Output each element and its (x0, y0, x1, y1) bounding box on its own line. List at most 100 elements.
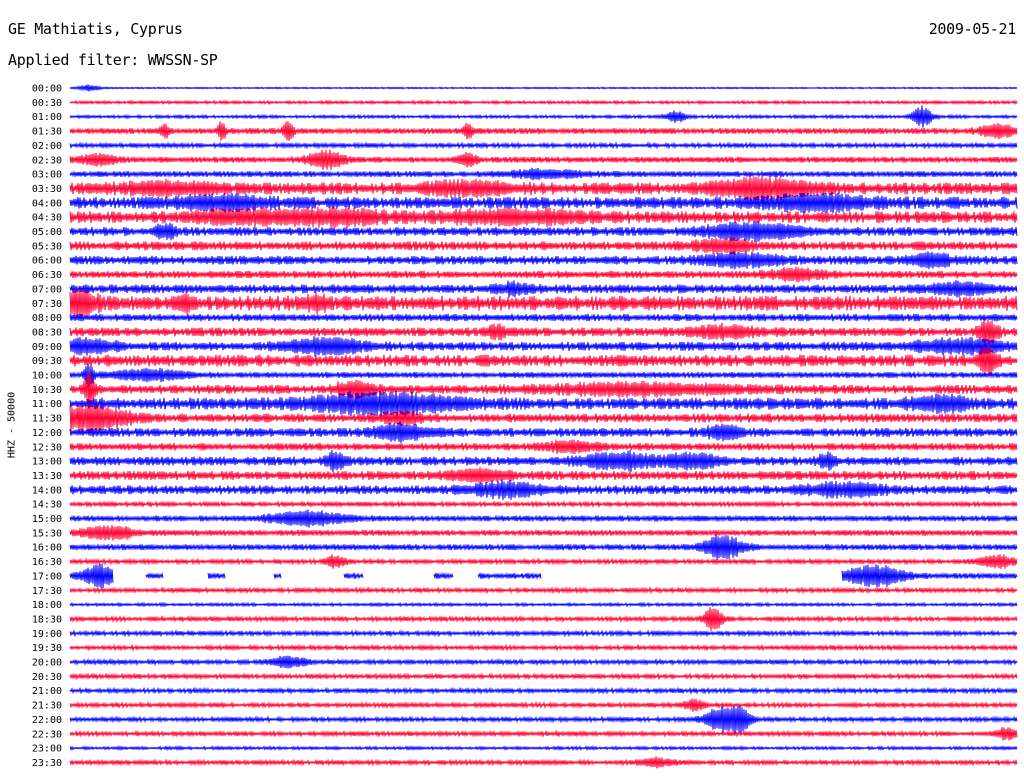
time-tick-label: 11:00 (32, 399, 62, 410)
time-tick-label: 21:00 (32, 686, 62, 697)
time-tick-label: 22:00 (32, 715, 62, 726)
station-title: GE Mathiatis, Cyprus (8, 20, 183, 38)
time-tick-label: 15:30 (32, 528, 62, 539)
trace-line (69, 499, 1018, 509)
trace-line (69, 643, 1018, 652)
time-tick-label: 06:00 (32, 256, 62, 267)
trace-line (69, 586, 1018, 595)
time-tick-label: 01:30 (32, 127, 62, 138)
time-tick-label: 01:00 (32, 112, 62, 123)
time-tick-label: 08:00 (32, 313, 62, 324)
time-tick-label: 18:30 (32, 614, 62, 625)
trace-line (69, 84, 1018, 92)
time-tick-label: 12:30 (32, 442, 62, 453)
trace-line (69, 698, 1018, 712)
time-tick-label: 04:30 (32, 213, 62, 224)
time-tick-label: 09:30 (32, 356, 62, 367)
time-tick-label: 20:00 (32, 658, 62, 669)
time-tick-label: 18:00 (32, 600, 62, 611)
time-tick-label: 10:30 (32, 385, 62, 396)
time-tick-label: 23:00 (32, 744, 62, 755)
time-tick-label: 08:30 (32, 327, 62, 338)
trace-line (69, 121, 1018, 142)
trace-line (69, 266, 1018, 283)
trace-line (69, 726, 1018, 741)
time-tick-label: 05:00 (32, 227, 62, 238)
trace-line (69, 439, 1018, 454)
trace-line (69, 192, 1018, 214)
trace-line (69, 524, 1018, 541)
time-tick-label: 13:00 (32, 457, 62, 468)
date-label: 2009-05-21 (928, 20, 1017, 38)
trace-line (69, 345, 1018, 376)
time-tick-label: 15:00 (32, 514, 62, 525)
trace-line (69, 251, 1018, 270)
trace-line (69, 421, 1018, 444)
trace-line (69, 206, 1018, 229)
trace-line (69, 705, 1018, 733)
trace-line (69, 149, 1018, 171)
time-tick-label: 07:30 (32, 299, 62, 310)
time-tick-label: 12:00 (32, 428, 62, 439)
time-tick-label: 03:00 (32, 170, 62, 181)
time-tick-label: 14:00 (32, 485, 62, 496)
time-tick-label: 16:30 (32, 557, 62, 568)
time-tick-label: 05:30 (32, 241, 62, 252)
trace-line (69, 390, 1018, 417)
trace-line (69, 313, 1018, 322)
time-tick-label: 02:00 (32, 141, 62, 152)
trace-line (69, 686, 1018, 695)
time-tick-label: 04:00 (32, 198, 62, 209)
trace-line (69, 601, 1018, 608)
trace-line (69, 629, 1018, 638)
trace-line (69, 607, 1018, 631)
time-tick-label: 00:00 (32, 84, 62, 95)
time-tick-label: 13:30 (32, 471, 62, 482)
trace-line (69, 655, 1018, 669)
trace-line (69, 467, 1018, 484)
trace-line (69, 534, 1018, 560)
time-tick-label: 06:30 (32, 270, 62, 281)
time-tick-label: 07:00 (32, 284, 62, 295)
trace-line (69, 370, 1018, 409)
time-tick-label: 17:00 (32, 571, 62, 582)
time-tick-label: 17:30 (32, 586, 62, 597)
time-tick-label: 00:30 (32, 98, 62, 109)
trace-line (69, 220, 1018, 243)
trace-line (69, 141, 1018, 150)
trace-line (69, 105, 1018, 128)
trace-line (69, 479, 1018, 500)
time-tick-label: 14:30 (32, 500, 62, 511)
trace-line (69, 167, 1018, 181)
time-tick-labels: 00:00 00:30 01:00 01:30 02:00 02:30 03:00 03:30… (32, 84, 62, 769)
time-tick-label: 19:00 (32, 629, 62, 640)
time-tick-label: 23:30 (32, 758, 62, 769)
filter-label: Applied filter: WWSSN-SP (8, 51, 218, 69)
trace-line (69, 236, 1018, 255)
trace-line (69, 554, 1018, 569)
trace-line (69, 336, 1018, 357)
trace-line (69, 756, 1018, 769)
seismic-traces (69, 84, 1018, 769)
time-tick-label: 11:30 (32, 414, 62, 425)
trace-line (69, 99, 1018, 106)
time-tick-label: 22:30 (32, 729, 62, 740)
time-tick-label: 21:30 (32, 701, 62, 712)
trace-line (69, 449, 1018, 473)
time-tick-label: 20:30 (32, 672, 62, 683)
time-tick-label: 19:30 (32, 643, 62, 654)
time-tick-label: 03:30 (32, 184, 62, 195)
trace-line (69, 509, 1018, 528)
trace-line (69, 175, 1018, 202)
trace-line (69, 318, 1018, 346)
trace-line (69, 563, 1018, 589)
trace-line (69, 404, 1018, 432)
trace-line (69, 288, 1018, 318)
time-tick-label: 02:30 (32, 155, 62, 166)
trace-line (69, 745, 1018, 752)
trace-line (69, 280, 1018, 298)
time-tick-label: 16:00 (32, 543, 62, 554)
trace-line (69, 672, 1018, 681)
time-tick-label: 10:00 (32, 371, 62, 382)
